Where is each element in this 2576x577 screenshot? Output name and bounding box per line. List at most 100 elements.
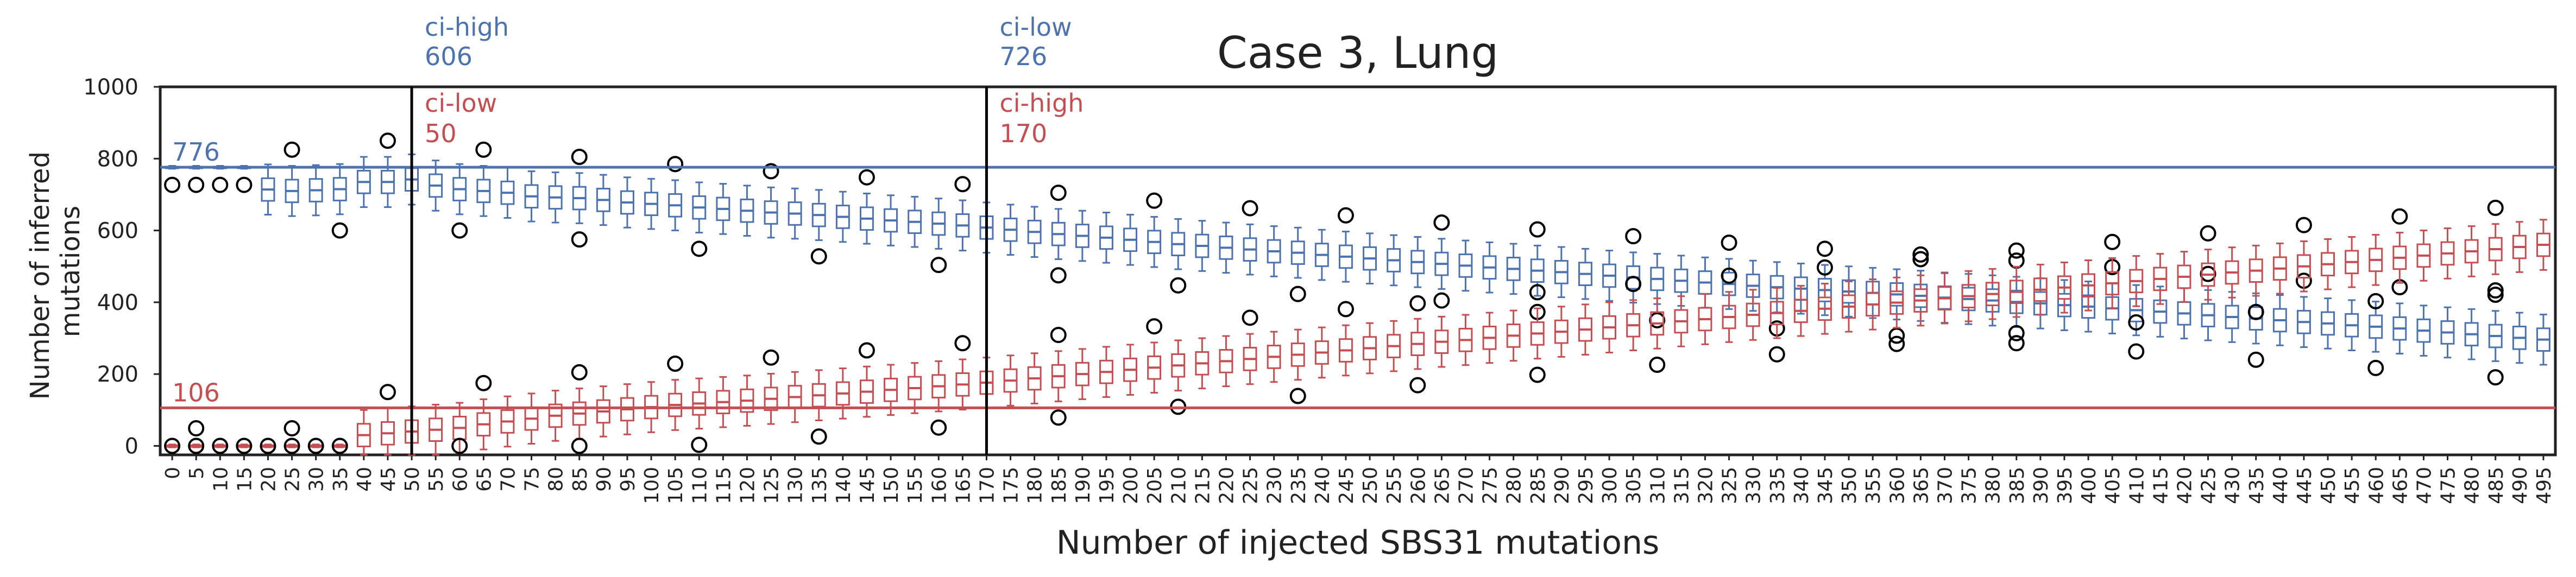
x-tick-label: 0 <box>162 467 184 479</box>
outlier-marker <box>1050 327 1067 344</box>
outlier-marker <box>1146 192 1163 209</box>
x-tick-label: 345 <box>1815 467 1837 504</box>
x-tick-label: 260 <box>1407 467 1429 504</box>
x-tick-label: 375 <box>1958 467 1981 504</box>
outlier-marker <box>475 375 492 391</box>
x-tick-label: 85 <box>569 467 591 492</box>
outlier-marker <box>1721 234 1737 251</box>
outlier-marker <box>930 419 947 436</box>
x-tick-label: 55 <box>425 467 448 492</box>
outlier-marker <box>2487 286 2504 303</box>
outlier-marker <box>331 222 348 239</box>
ci-label-red: ci-low <box>425 88 497 118</box>
outlier-marker <box>284 437 300 454</box>
x-tick-label: 400 <box>2078 467 2100 504</box>
x-tick-label: 145 <box>856 467 879 504</box>
x-tick-label: 330 <box>1743 467 1765 504</box>
outlier-marker <box>1289 286 1306 302</box>
outlier-marker <box>1912 251 1929 268</box>
outlier-marker <box>691 240 708 257</box>
outlier-marker <box>451 222 468 239</box>
outlier-marker <box>2487 282 2504 299</box>
x-tick-label: 360 <box>1886 467 1909 504</box>
x-tick-label: 150 <box>880 467 903 504</box>
outlier-marker <box>571 231 588 248</box>
ci-value-blue: 606 <box>425 42 473 71</box>
outlier-marker <box>331 437 348 454</box>
x-tick-label: 440 <box>2270 467 2292 504</box>
x-tick-label: 205 <box>1144 467 1166 504</box>
x-tick-label: 40 <box>354 467 376 492</box>
outlier-marker <box>1816 240 1833 257</box>
x-tick-label: 20 <box>257 467 280 492</box>
x-tick-label: 300 <box>1599 467 1621 504</box>
outlier-marker <box>1529 366 1546 383</box>
outlier-marker <box>164 176 181 193</box>
y-axis-label: Number of inferred mutations <box>25 143 86 400</box>
outlier-marker <box>810 248 827 265</box>
x-tick-label: 60 <box>449 467 471 492</box>
outlier-marker <box>236 176 253 193</box>
outlier-marker <box>1888 335 1905 352</box>
x-axis-label: Number of injected SBS31 mutations <box>1056 524 1660 562</box>
x-tick-label: 220 <box>1215 467 1238 504</box>
x-tick-label: 485 <box>2485 467 2508 504</box>
outlier-marker <box>2391 208 2408 225</box>
x-tick-label: 200 <box>1120 467 1142 504</box>
outlier-marker <box>451 437 468 454</box>
outlier-marker <box>2008 242 2025 259</box>
outlier-marker <box>571 364 588 381</box>
x-tick-label: 405 <box>2102 467 2124 504</box>
x-tick-label: 350 <box>1838 467 1861 504</box>
x-tick-label: 225 <box>1240 467 1262 504</box>
y-axis-label-line-1: Number of inferred <box>25 151 55 400</box>
outlier-marker <box>858 169 875 186</box>
x-tick-label: 265 <box>1431 467 1453 504</box>
outlier-marker <box>1768 346 1785 363</box>
x-tick-label: 365 <box>1910 467 1932 504</box>
outlier-marker <box>2487 199 2504 216</box>
x-tick-label: 160 <box>928 467 950 504</box>
x-tick-label: 80 <box>545 467 568 492</box>
outlier-marker <box>2104 233 2121 250</box>
y-tick-label: 800 <box>97 147 138 172</box>
outlier-marker <box>164 437 181 454</box>
outlier-marker <box>2200 265 2216 282</box>
x-tick-label: 100 <box>641 467 663 504</box>
outlier-marker <box>1289 388 1306 404</box>
outlier-marker <box>1816 259 1833 276</box>
y-tick-label: 200 <box>97 362 138 387</box>
x-tick-label: 115 <box>713 467 735 504</box>
outlier-marker <box>188 437 205 454</box>
x-tick-label: 290 <box>1551 467 1573 504</box>
x-tick-label: 105 <box>665 467 687 504</box>
outlier-marker <box>307 437 324 454</box>
outlier-marker <box>1649 356 1666 373</box>
x-tick-label: 165 <box>952 467 974 504</box>
x-tick-label: 475 <box>2438 467 2460 504</box>
outlier-marker <box>260 437 276 454</box>
outlier-marker <box>1050 267 1067 284</box>
x-tick-label: 30 <box>306 467 328 492</box>
x-tick-label: 285 <box>1527 467 1550 504</box>
outlier-marker <box>2367 293 2384 309</box>
outlier-marker <box>2247 303 2264 320</box>
x-tick-label: 495 <box>2533 467 2555 504</box>
outlier-marker <box>1433 214 1450 231</box>
x-tick-label: 65 <box>473 467 495 492</box>
x-tick-label: 335 <box>1767 467 1789 504</box>
ci-value-red: 170 <box>999 119 1047 148</box>
x-tick-label: 340 <box>1791 467 1813 504</box>
x-tick-label: 120 <box>736 467 759 504</box>
x-tick-label: 190 <box>1072 467 1094 504</box>
x-tick-label: 45 <box>377 467 400 492</box>
x-tick-label: 15 <box>234 467 256 492</box>
x-tick-label: 110 <box>689 467 711 504</box>
reference-line-label-blue: 776 <box>172 137 220 167</box>
x-tick-label: 95 <box>617 467 639 492</box>
outlier-marker <box>212 176 229 193</box>
x-tick-label: 240 <box>1312 467 1334 504</box>
x-tick-label: 370 <box>1934 467 1956 504</box>
